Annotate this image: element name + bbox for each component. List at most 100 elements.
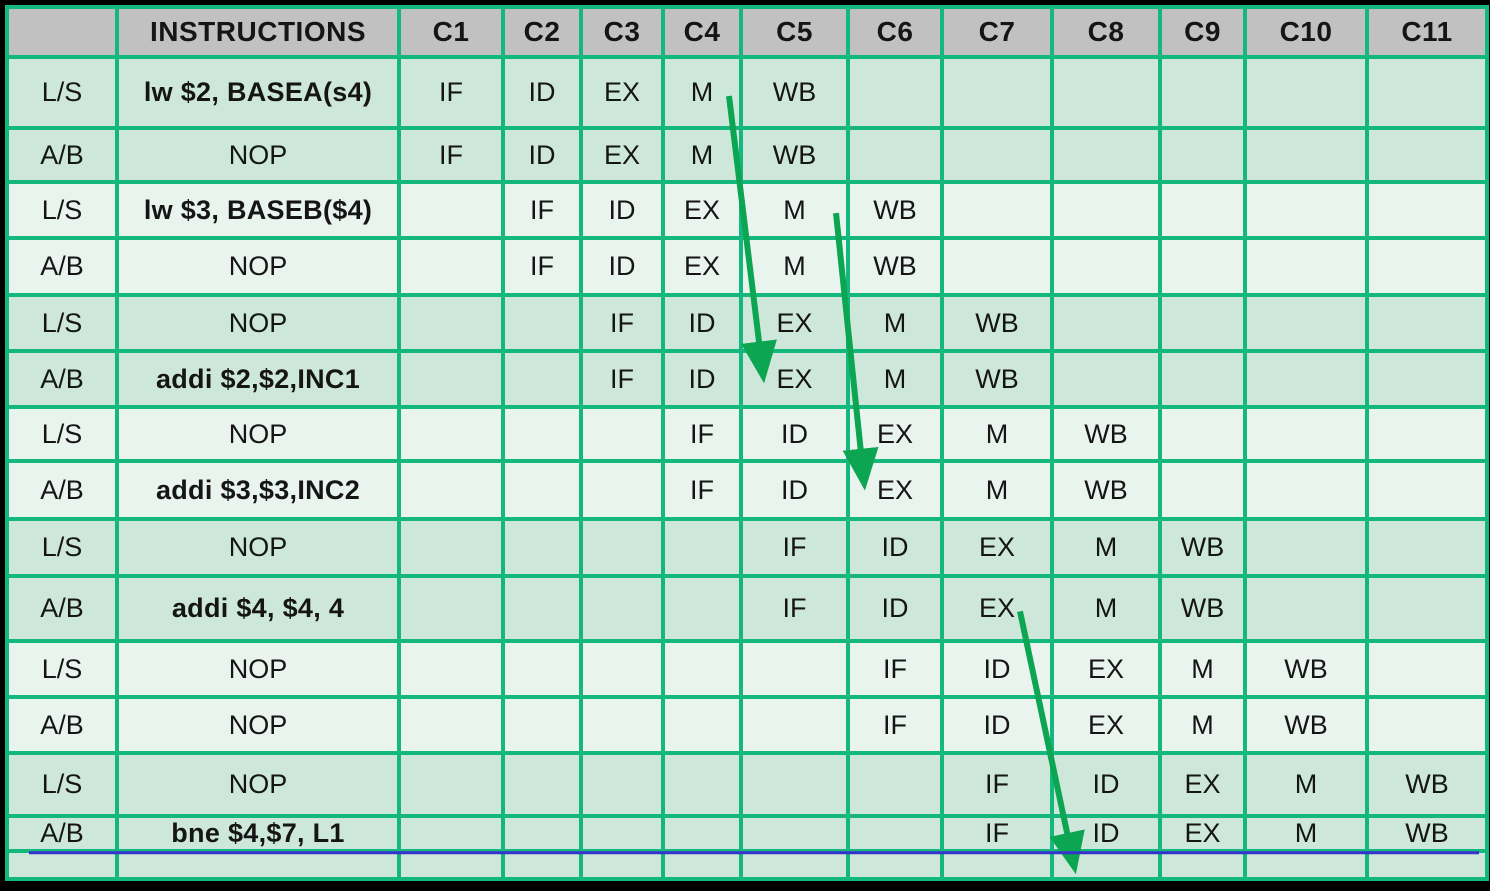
empty-cycle-cell: [397, 573, 505, 643]
empty-cycle-cell: [1243, 348, 1369, 410]
stage-cell-if: IF: [846, 694, 944, 756]
empty-cycle-cell: [501, 638, 583, 699]
unit-cell: L/S: [5, 292, 119, 353]
stage-cell-if: IF: [579, 348, 665, 410]
empty-cycle-cell: [739, 638, 850, 699]
stage-cell-ex: EX: [579, 126, 665, 185]
header-cell-c11: C11: [1365, 5, 1489, 59]
stage-cell-wb: WB: [1158, 517, 1247, 578]
stage-cell-m: M: [1243, 751, 1369, 818]
empty-cycle-cell: [1158, 292, 1247, 353]
pipeline-diagram-frame: INSTRUCTIONS C1 C2 C3 C4 C5 C6 C7 C8 C9 C10 C11 L/S l…: [5, 5, 1489, 882]
empty-cycle-cell: [1243, 54, 1369, 131]
empty-cycle-cell: [1243, 236, 1369, 297]
empty-cycle-cell: [940, 54, 1054, 131]
empty-cycle-cell: [1365, 348, 1489, 410]
empty-cycle-cell: [1243, 405, 1369, 464]
stage-cell-ex: EX: [579, 54, 665, 131]
empty-cycle-cell: [940, 236, 1054, 297]
empty-cycle-cell: [846, 126, 944, 185]
pipeline-row-14: A/B bne $4,$7, L1 IF ID EX M WB: [5, 813, 1489, 853]
stage-cell-ex: EX: [846, 459, 944, 522]
stage-cell-id: ID: [940, 694, 1054, 756]
empty-cycle-cell: [397, 180, 505, 241]
empty-cycle-cell: [1243, 517, 1369, 578]
empty-cycle-cell: [846, 813, 944, 853]
empty-cycle-cell: [1243, 180, 1369, 241]
empty-cycle-cell: [397, 348, 505, 410]
instruction-cell: NOP: [115, 405, 401, 464]
empty-cycle-cell: [1050, 292, 1162, 353]
stage-cell-id: ID: [1050, 751, 1162, 818]
empty-cycle-cell: [397, 459, 505, 522]
stage-cell-id: ID: [579, 180, 665, 241]
stage-cell-wb: WB: [1050, 459, 1162, 522]
empty-cycle-cell: [846, 54, 944, 131]
empty-cycle-cell: [1365, 517, 1489, 578]
pipeline-row-10: A/B addi $4, $4, 4 IF ID EX M WB: [5, 573, 1489, 643]
footer-cycle-cell: [397, 848, 505, 882]
unit-cell: L/S: [5, 180, 119, 241]
empty-cycle-cell: [501, 292, 583, 353]
pipeline-row-4: A/B NOP IF ID EX M WB: [5, 236, 1489, 297]
stage-cell-m: M: [1050, 573, 1162, 643]
stage-cell-wb: WB: [1243, 694, 1369, 756]
instruction-cell: addi $2,$2,INC1: [115, 348, 401, 410]
empty-cycle-cell: [661, 638, 743, 699]
instruction-cell: NOP: [115, 694, 401, 756]
pipeline-row-12: A/B NOP IF ID EX M WB: [5, 694, 1489, 756]
header-row: INSTRUCTIONS C1 C2 C3 C4 C5 C6 C7 C8 C9 C10 C11: [5, 5, 1489, 59]
empty-cycle-cell: [1365, 405, 1489, 464]
empty-cycle-cell: [579, 694, 665, 756]
stage-cell-id: ID: [846, 517, 944, 578]
empty-cycle-cell: [579, 573, 665, 643]
stage-cell-if: IF: [940, 813, 1054, 853]
empty-footer-row: [5, 848, 1489, 882]
empty-cycle-cell: [501, 517, 583, 578]
footer-cycle-cell: [739, 848, 850, 882]
stage-cell-ex: EX: [1050, 638, 1162, 699]
empty-cycle-cell: [397, 292, 505, 353]
stage-cell-id: ID: [739, 459, 850, 522]
empty-cycle-cell: [501, 348, 583, 410]
empty-cycle-cell: [1365, 573, 1489, 643]
empty-cycle-cell: [579, 517, 665, 578]
empty-cycle-cell: [739, 813, 850, 853]
empty-cycle-cell: [1158, 180, 1247, 241]
pipeline-timing-table: INSTRUCTIONS C1 C2 C3 C4 C5 C6 C7 C8 C9 C10 C11 L/S l…: [5, 5, 1489, 882]
instruction-cell: lw $2, BASEA(s4): [115, 54, 401, 131]
empty-cycle-cell: [397, 694, 505, 756]
empty-cycle-cell: [1365, 292, 1489, 353]
stage-cell-id: ID: [501, 126, 583, 185]
empty-cycle-cell: [579, 638, 665, 699]
stage-cell-wb: WB: [846, 236, 944, 297]
empty-cycle-cell: [397, 638, 505, 699]
stage-cell-wb: WB: [846, 180, 944, 241]
empty-cycle-cell: [501, 459, 583, 522]
pipeline-row-8: A/B addi $3,$3,INC2 IF ID EX M WB: [5, 459, 1489, 522]
unit-cell: L/S: [5, 751, 119, 818]
empty-cycle-cell: [501, 751, 583, 818]
empty-cycle-cell: [579, 751, 665, 818]
header-cell-c3: C3: [579, 5, 665, 59]
empty-cycle-cell: [739, 694, 850, 756]
empty-cycle-cell: [661, 517, 743, 578]
stage-cell-wb: WB: [940, 292, 1054, 353]
stage-cell-id: ID: [579, 236, 665, 297]
pipeline-row-7: L/S NOP IF ID EX M WB: [5, 405, 1489, 464]
empty-cycle-cell: [739, 751, 850, 818]
unit-cell: A/B: [5, 573, 119, 643]
empty-cycle-cell: [501, 813, 583, 853]
empty-cycle-cell: [1365, 126, 1489, 185]
stage-cell-wb: WB: [1050, 405, 1162, 464]
header-cell-c9: C9: [1158, 5, 1247, 59]
empty-cycle-cell: [1158, 405, 1247, 464]
pipeline-row-13: L/S NOP IF ID EX M WB: [5, 751, 1489, 818]
empty-cycle-cell: [1158, 459, 1247, 522]
stage-cell-m: M: [661, 54, 743, 131]
empty-cycle-cell: [661, 813, 743, 853]
instruction-cell: bne $4,$7, L1: [115, 813, 401, 853]
unit-cell: L/S: [5, 638, 119, 699]
stage-cell-wb: WB: [1158, 573, 1247, 643]
stage-cell-if: IF: [501, 180, 583, 241]
